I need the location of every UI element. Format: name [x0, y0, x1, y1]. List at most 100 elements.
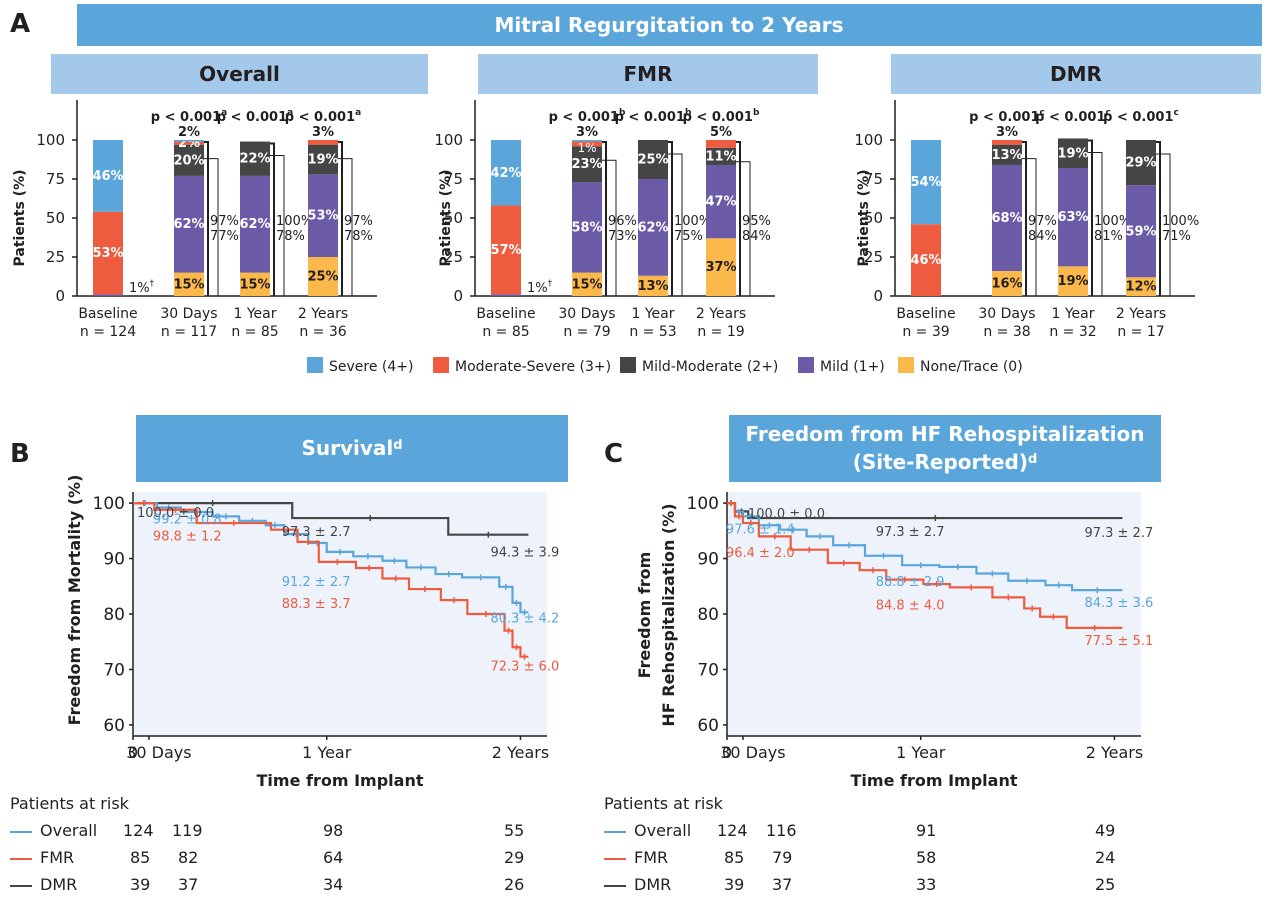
y-tick-label: 50	[864, 209, 883, 227]
x-n-label: n = 85	[231, 324, 278, 340]
bar-segment-severe	[572, 140, 602, 142]
at-risk-row-dmr-b: DMR 39 37 34 26	[10, 875, 570, 895]
p-value-label: p < 0.001a	[217, 108, 293, 125]
km-annotation: 80.3 ± 4.2	[490, 611, 559, 626]
bracket-lower	[1088, 151, 1103, 296]
bracket-lower	[204, 158, 219, 296]
bar-segment-none	[240, 272, 270, 296]
bar-segment-mild_mod	[638, 140, 668, 179]
at-risk-value: 85	[724, 848, 745, 867]
x-n-label: n = 39	[902, 324, 949, 340]
at-risk-group-label: FMR	[634, 848, 669, 867]
km-y-tick-label: 60	[697, 716, 719, 736]
y-axis-label: Patients (%)	[438, 169, 454, 266]
km-x-tick-label: 30 Days	[720, 743, 785, 762]
panel-letter-a: A	[10, 9, 30, 39]
subpanel-title: DMR	[1050, 62, 1102, 86]
bar-segment-label: 54%	[910, 175, 941, 190]
p-value-label: p < 0.001b	[683, 108, 760, 125]
footnote-mark: d	[1028, 452, 1037, 467]
bracket-upper	[1156, 141, 1161, 296]
legend-swatch-mild	[798, 357, 814, 373]
km-x-tick-label: 2 Years	[492, 743, 549, 762]
km-annotation: 99.2 ± 0.8	[153, 513, 222, 528]
km-y-tick-label: 60	[103, 716, 125, 736]
footnote-mark: b	[619, 108, 626, 118]
bar-segment-label: 25%	[307, 270, 338, 285]
at-risk-value: 82	[178, 848, 199, 867]
km-x-tick-label: 1 Year	[302, 743, 352, 762]
km-annotation: 88.3 ± 3.7	[282, 597, 351, 612]
y-tick-label: 75	[444, 170, 463, 188]
x-category-label: 2 Years	[696, 306, 746, 322]
x-category-label: 2 Years	[298, 306, 348, 322]
km-annotation: 97.3 ± 2.7	[282, 525, 351, 540]
at-risk-value: 29	[504, 848, 525, 867]
dmr-line-swatch	[604, 885, 626, 887]
km-annotation: 84.3 ± 3.6	[1084, 596, 1153, 611]
at-risk-value: 64	[323, 848, 344, 867]
bar-segment-severe	[491, 140, 521, 206]
bar-segment-mild	[1058, 168, 1088, 267]
bar-segment-label: 15%	[571, 277, 602, 292]
footnote-mark: b	[685, 108, 692, 118]
bar-segment-none	[308, 257, 338, 296]
bar-segment-label: 59%	[1125, 224, 1156, 239]
bar-above-label: 2%	[178, 125, 200, 140]
footnote-mark: c	[1174, 108, 1179, 118]
at-risk-value: 37	[772, 875, 793, 894]
at-risk-row-overall-c: Overall 124 116 91 49	[604, 821, 1164, 841]
panel-a-banner	[77, 4, 1262, 46]
at-risk-value: 33	[916, 875, 937, 894]
bracket-label-lower: 71%	[1162, 229, 1191, 244]
bar-above-label: 3%	[996, 125, 1018, 140]
panel-c-title-line1: Freedom from HF Rehospitalization	[745, 422, 1144, 446]
bar-segment-label: 53%	[307, 209, 338, 224]
bracket-upper	[1088, 139, 1093, 296]
bar-segment-none	[638, 275, 668, 296]
bar-segment-none	[1058, 266, 1088, 296]
bar-segment-label: 37%	[705, 260, 736, 275]
p-value-label: p < 0.001c	[969, 108, 1045, 125]
bar-segment-label: 46%	[910, 253, 941, 268]
legend-label: Mild-Moderate (2+)	[642, 359, 778, 375]
bar-segment-mod_severe	[572, 141, 602, 147]
footnote-mark: d	[393, 438, 402, 453]
footnote-mark: †	[150, 279, 155, 289]
bar-segment-none	[572, 272, 602, 296]
km-x-axis-label: Time from Implant	[257, 771, 424, 790]
km-annotation: 72.3 ± 6.0	[490, 660, 559, 675]
fmr-line-swatch	[10, 858, 32, 860]
bracket-upper	[736, 141, 741, 296]
bar-segment-label: 11%	[705, 149, 736, 164]
bar-segment-label: 19%	[1057, 274, 1088, 289]
bracket-upper	[1022, 141, 1027, 296]
legend-label: Mild (1+)	[820, 359, 885, 375]
km-x-tick-label: 0	[722, 743, 732, 762]
x-category-label: 1 Year	[1052, 306, 1095, 322]
bracket-label-lower: 78%	[344, 229, 373, 244]
bar-top-inner-label: 1%	[577, 141, 596, 155]
bar-segment-mild_mod	[240, 141, 270, 176]
panel-b-title: Survivald	[301, 436, 402, 460]
bar-segment-mild_mod	[706, 147, 736, 165]
legend-label: Moderate-Severe (3+)	[455, 359, 611, 375]
bracket-label-lower: 78%	[276, 229, 305, 244]
bar-segment-label: 58%	[571, 220, 602, 235]
subpanel-banner	[51, 54, 428, 94]
km-annotation: 98.8 ± 1.2	[153, 530, 222, 545]
bar-segment-label: 20%	[173, 153, 204, 168]
subpanel-banner	[891, 54, 1261, 94]
bracket-label-upper: 97%	[1028, 214, 1057, 229]
bracket-upper	[668, 141, 673, 296]
at-risk-row-dmr-c: DMR 39 37 33 25	[604, 875, 1164, 895]
at-risk-value: 37	[178, 875, 199, 894]
at-risk-value: 119	[172, 821, 203, 840]
bar-above-label: 3%	[312, 125, 334, 140]
panel-letter-c: C	[604, 439, 623, 469]
x-n-label: n = 17	[1117, 324, 1164, 340]
at-risk-value: 124	[123, 821, 154, 840]
x-n-label: n = 19	[697, 324, 744, 340]
panel-letter-b: B	[10, 439, 30, 469]
at-risk-row-overall-b: Overall 124 119 98 55	[10, 821, 570, 841]
